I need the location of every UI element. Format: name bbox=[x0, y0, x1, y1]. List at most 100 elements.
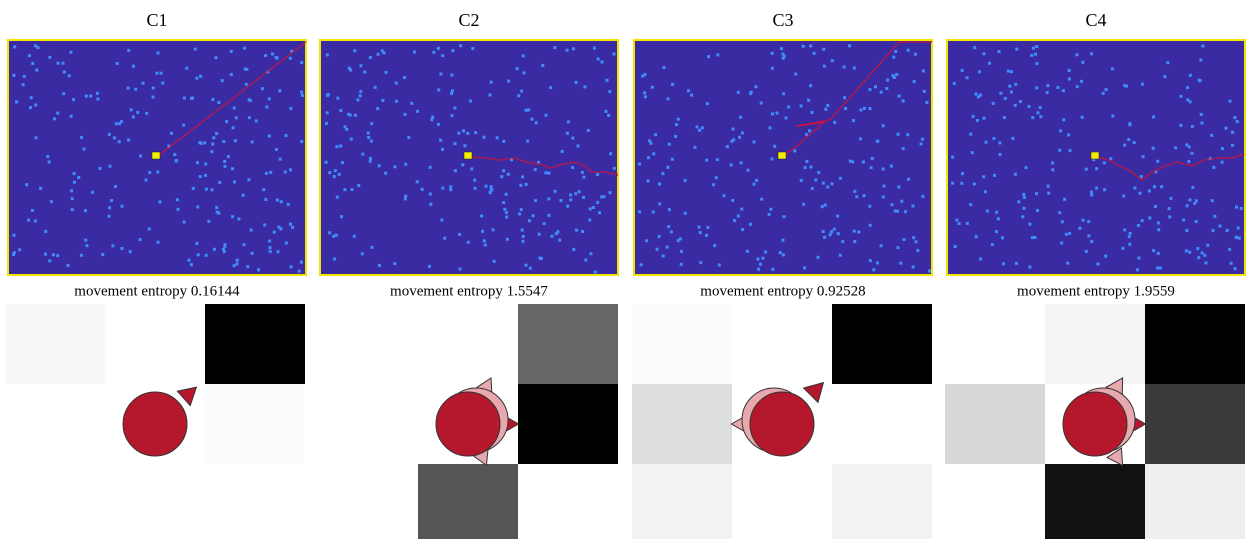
map-dot bbox=[578, 190, 581, 193]
map-dot bbox=[204, 174, 207, 177]
map-dot bbox=[892, 56, 895, 59]
map-dot bbox=[972, 115, 975, 118]
map-dot bbox=[265, 172, 268, 175]
map-dot bbox=[328, 171, 331, 174]
map-dot bbox=[757, 268, 760, 271]
map-dot bbox=[824, 108, 827, 111]
map-dot bbox=[429, 166, 432, 169]
map-dot bbox=[781, 239, 784, 242]
map-dot bbox=[1201, 45, 1204, 48]
map-dot bbox=[876, 140, 879, 143]
map-dot bbox=[489, 191, 492, 194]
grid-cell bbox=[945, 464, 1045, 539]
map-dot bbox=[1096, 263, 1099, 266]
map-dot bbox=[13, 45, 16, 48]
map-dot bbox=[212, 136, 215, 139]
map-dot bbox=[859, 137, 862, 140]
map-dot bbox=[951, 182, 954, 185]
map-dot bbox=[1188, 251, 1191, 254]
map-dot bbox=[1128, 122, 1131, 125]
map-dot bbox=[1200, 122, 1203, 125]
map-dot bbox=[848, 44, 851, 47]
map-dot bbox=[902, 147, 905, 150]
map-dot bbox=[1174, 146, 1177, 149]
map-dot bbox=[1128, 243, 1131, 246]
map-dot bbox=[604, 110, 607, 113]
map-dot bbox=[378, 164, 381, 167]
map-dot bbox=[687, 89, 690, 92]
map-dot bbox=[997, 217, 1000, 220]
map-dot bbox=[1237, 226, 1240, 229]
map-dot bbox=[145, 179, 148, 182]
map-dot bbox=[638, 210, 641, 213]
map-dot bbox=[1004, 97, 1007, 100]
map-dot bbox=[992, 137, 995, 140]
map-dot bbox=[432, 51, 435, 54]
map-dot bbox=[183, 97, 186, 100]
map-dot bbox=[699, 261, 702, 264]
map-dot bbox=[264, 54, 267, 57]
map-dot bbox=[466, 132, 469, 135]
map-dot bbox=[261, 87, 264, 90]
map-dot bbox=[91, 191, 94, 194]
map-dot bbox=[450, 92, 453, 95]
map-dot bbox=[893, 76, 896, 79]
map-dot bbox=[485, 185, 488, 188]
map-dot bbox=[900, 200, 903, 203]
map-dot bbox=[263, 223, 266, 226]
map-dot bbox=[48, 160, 51, 163]
map-dot bbox=[449, 185, 452, 188]
map-dot bbox=[197, 253, 200, 256]
map-dot bbox=[268, 134, 271, 137]
map-dot bbox=[1240, 207, 1243, 210]
map-dot bbox=[982, 175, 985, 178]
map-dot bbox=[1023, 207, 1026, 210]
map-dot bbox=[589, 252, 592, 255]
map-dot bbox=[344, 125, 347, 128]
map-dot bbox=[534, 168, 537, 171]
map-dot bbox=[844, 107, 847, 110]
map-dot bbox=[116, 62, 119, 65]
map-dot bbox=[506, 238, 509, 241]
map-dot bbox=[857, 230, 860, 233]
map-dot bbox=[670, 230, 673, 233]
map-dot bbox=[1051, 168, 1054, 171]
map-dot bbox=[30, 96, 33, 99]
map-dot bbox=[127, 49, 130, 52]
map-dot bbox=[1046, 84, 1049, 87]
map-dot bbox=[675, 123, 678, 126]
map-dot bbox=[269, 246, 272, 249]
map-dot bbox=[998, 141, 1001, 144]
map-dot bbox=[195, 77, 198, 80]
map-dot bbox=[871, 157, 874, 160]
map-dot bbox=[587, 129, 590, 132]
map-dot bbox=[233, 107, 236, 110]
map-dot bbox=[429, 193, 432, 196]
map-dot bbox=[782, 253, 785, 256]
map-dot bbox=[961, 172, 964, 175]
map-dot bbox=[449, 188, 452, 191]
map-dot bbox=[1221, 161, 1224, 164]
map-dot bbox=[31, 62, 34, 65]
map-dot bbox=[521, 175, 524, 178]
map-dot bbox=[457, 132, 460, 135]
map-dot bbox=[158, 200, 161, 203]
map-dot bbox=[731, 199, 734, 202]
map-dot bbox=[1199, 58, 1202, 61]
map-dot bbox=[814, 178, 817, 181]
map-dot bbox=[437, 123, 440, 126]
map-dot bbox=[505, 211, 508, 214]
map-dot bbox=[738, 136, 741, 139]
map-dot bbox=[809, 166, 812, 169]
map-dot bbox=[1059, 129, 1062, 132]
map-dot bbox=[268, 240, 271, 243]
grid-cell bbox=[205, 464, 305, 539]
map-dot bbox=[214, 56, 217, 59]
map-dot bbox=[1185, 249, 1188, 252]
map-dot bbox=[666, 166, 669, 169]
map-dot bbox=[1090, 193, 1093, 196]
map-dot bbox=[148, 171, 151, 174]
map-dot bbox=[339, 145, 342, 148]
map-dot bbox=[804, 166, 807, 169]
map-dot bbox=[680, 263, 683, 266]
